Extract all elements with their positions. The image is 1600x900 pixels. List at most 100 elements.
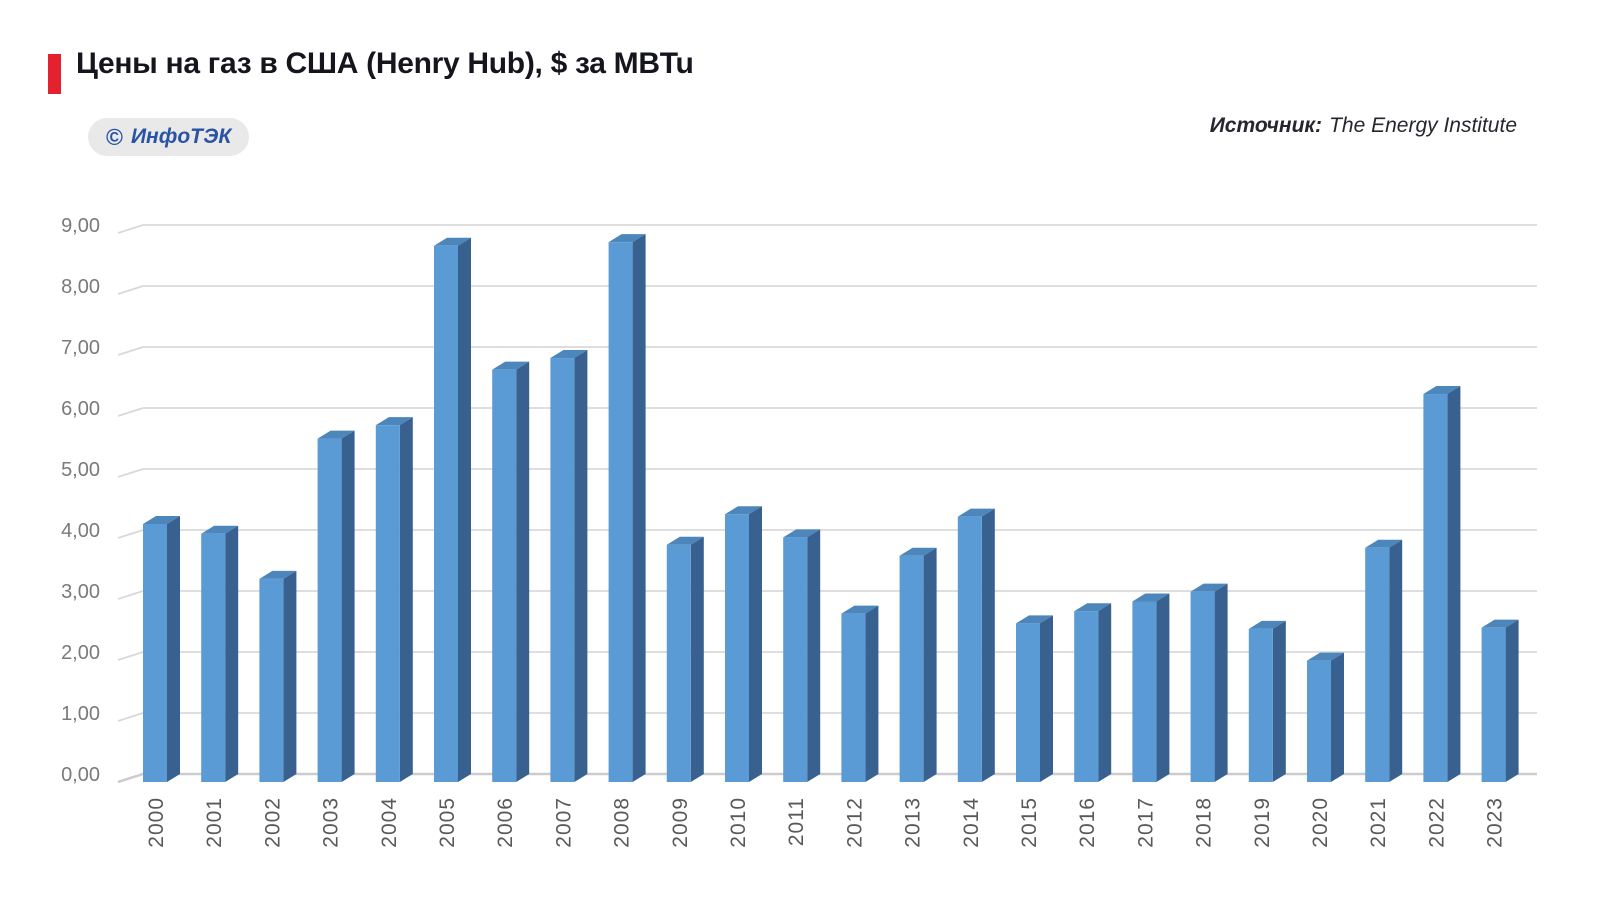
x-axis-label: 2013 <box>902 797 925 848</box>
bar-2015 <box>1016 615 1053 782</box>
bar-front-face <box>1423 394 1448 782</box>
y-tick-label: 5,00 <box>61 459 100 481</box>
gridline <box>117 285 1537 295</box>
bar-front-face <box>841 613 866 782</box>
bar-side-face <box>690 536 704 782</box>
bar-top-face <box>1248 620 1286 629</box>
infotek-badge: © ИнфоТЭК <box>88 118 250 156</box>
bar-side-face <box>516 361 530 782</box>
bar-top-face <box>1365 539 1403 548</box>
copyright-icon: © <box>106 123 123 150</box>
bar-front-face <box>666 544 691 782</box>
bar-side-face <box>341 430 355 782</box>
bar-side-face <box>865 605 879 782</box>
bar-2016 <box>1074 603 1112 782</box>
title-accent-bar <box>48 54 61 94</box>
bar-side-face <box>1389 539 1403 782</box>
bar-side-face <box>458 237 471 782</box>
bar-top-face <box>492 361 530 370</box>
bar-2021 <box>1365 539 1403 782</box>
bar-side-face <box>1214 583 1228 782</box>
bar-top-face <box>666 536 704 545</box>
bar-side-face <box>1040 615 1053 782</box>
bar-top-face <box>1481 619 1519 628</box>
bar-front-face <box>1132 601 1157 782</box>
x-axis-label: 2003 <box>320 797 343 848</box>
y-tick-label: 3,00 <box>61 581 100 603</box>
bar-front-face <box>1190 591 1215 782</box>
x-axis-label: 2020 <box>1309 797 1332 848</box>
bar-front-face <box>725 514 749 782</box>
x-axis-label: 2022 <box>1425 797 1448 848</box>
y-tick-label: 9,00 <box>61 215 100 237</box>
bar-front-face <box>957 516 982 782</box>
bar-front-face <box>550 358 575 782</box>
bar-side-face <box>632 234 646 782</box>
bar-front-face <box>783 537 808 782</box>
bar-2006 <box>492 361 530 782</box>
x-axis-label: 2016 <box>1076 797 1099 848</box>
bar-top-face <box>375 417 413 426</box>
x-axis-label: 2007 <box>552 797 575 848</box>
bar-top-face <box>1016 615 1053 624</box>
bar-front-face <box>608 242 633 782</box>
bar-top-face <box>1307 652 1344 661</box>
bar-top-face <box>201 525 239 534</box>
gridline <box>117 468 1537 478</box>
bar-side-face <box>1156 593 1170 782</box>
bar-2014 <box>957 508 995 782</box>
bar-front-face <box>1248 628 1273 782</box>
bar-top-face <box>434 237 471 246</box>
gridline <box>117 224 1537 234</box>
x-axis-label: 2015 <box>1018 797 1041 848</box>
source-note: Источник: The Energy Institute <box>1210 114 1517 138</box>
bar-2022 <box>1423 386 1461 782</box>
bar-side-face <box>1331 652 1344 782</box>
bar-side-face <box>923 547 937 782</box>
bar-front-face <box>1307 660 1331 782</box>
y-tick-label: 2,00 <box>61 642 100 664</box>
y-tick-label: 1,00 <box>61 703 100 725</box>
bar-2017 <box>1132 593 1170 782</box>
bar-front-face <box>434 245 458 782</box>
bar-side-face <box>399 417 413 782</box>
y-tick-label: 8,00 <box>61 276 100 298</box>
bar-side-face <box>749 506 762 782</box>
bar-2007 <box>550 350 588 782</box>
bar-side-face <box>283 570 297 782</box>
x-axis-label: 2009 <box>669 797 692 848</box>
y-tick-label: 7,00 <box>61 337 100 359</box>
bar-side-face <box>1272 620 1286 782</box>
bar-front-face <box>899 555 924 782</box>
bar-2012 <box>841 605 879 782</box>
bar-2023 <box>1481 619 1519 782</box>
y-tick-label: 0,00 <box>61 764 100 786</box>
bar-2013 <box>899 547 937 782</box>
bar-top-face <box>1190 583 1228 592</box>
bar-top-face <box>899 547 937 556</box>
source-label: Источник: <box>1209 114 1323 137</box>
x-axis-label: 2010 <box>727 797 750 848</box>
bar-side-face <box>1098 603 1112 782</box>
bar-2008 <box>608 234 646 782</box>
bar-top-face <box>143 515 180 524</box>
bar-front-face <box>1074 611 1099 782</box>
gridline <box>117 407 1537 417</box>
bar-front-face <box>1365 547 1390 782</box>
x-axis-label: 2005 <box>436 797 459 848</box>
bar-top-face <box>841 605 879 614</box>
x-axis-label: 2014 <box>960 797 983 848</box>
bar-front-face <box>317 438 342 782</box>
bar-front-face <box>143 523 167 782</box>
x-axis-label: 2012 <box>843 797 866 848</box>
x-axis-label: 2000 <box>145 797 168 848</box>
bar-top-face <box>725 506 762 515</box>
bar-front-face <box>492 369 517 782</box>
bar-side-face <box>807 529 821 782</box>
x-axis-label: 2001 <box>203 797 226 848</box>
bar-top-face <box>1074 603 1112 612</box>
bar-top-face <box>783 529 821 538</box>
source-value: The Energy Institute <box>1329 114 1517 137</box>
